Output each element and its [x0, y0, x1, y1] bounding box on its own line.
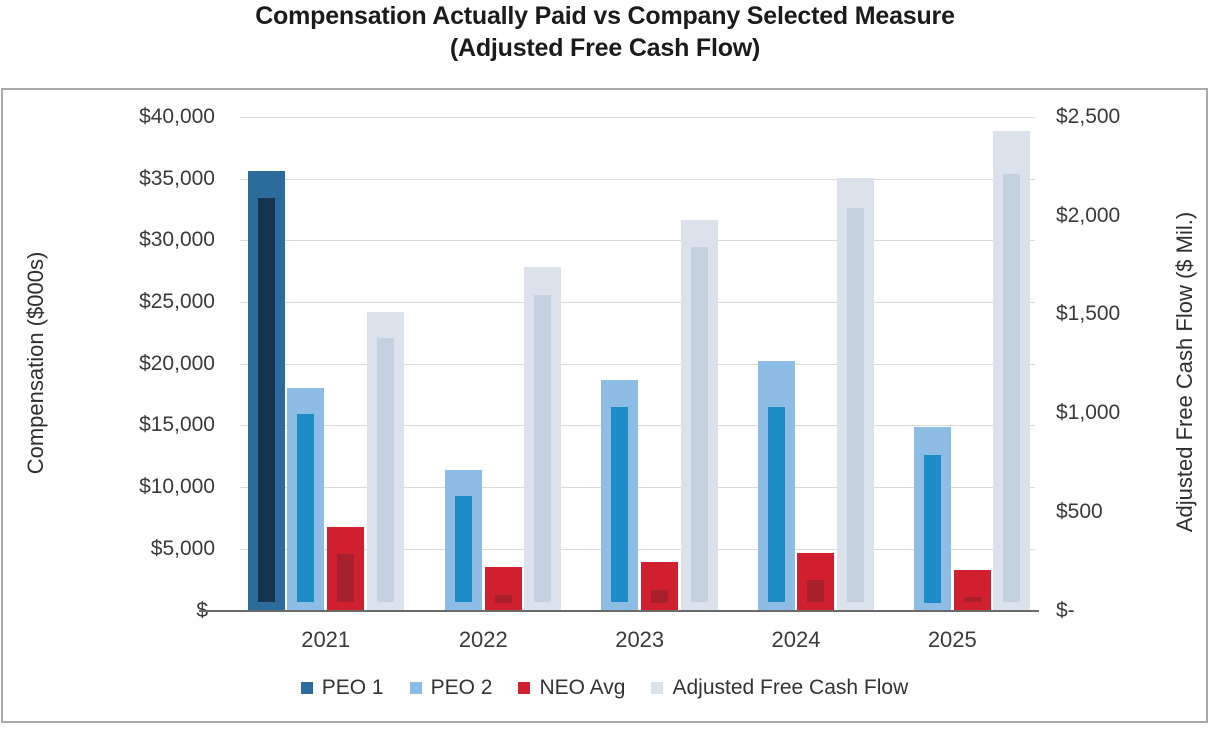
legend-label: PEO 2 [430, 676, 493, 699]
y-axis-tick-left: $10,000 [139, 475, 215, 499]
legend-item-peo-2: PEO 2 [409, 676, 493, 700]
x-axis-label: 2024 [771, 627, 821, 652]
gridline [240, 302, 1035, 304]
chart-title: Compensation Actually Paid vs Company Se… [0, 0, 1210, 64]
bar-neo-avg-2025 [953, 569, 991, 611]
chart-frame: Compensation ($000s) Adjusted Free Cash … [1, 88, 1208, 723]
y-axis-tick-right: $500 [1056, 499, 1103, 523]
y-axis-tick-right: $2,500 [1056, 105, 1121, 128]
y-axis-tick-left: $20,000 [139, 351, 215, 375]
bar-neo-avg-2023 [641, 562, 679, 611]
y-axis-tick-right: $2,000 [1056, 203, 1121, 227]
bar-inner-neo-avg-2025 [963, 596, 981, 603]
bar-neo-avg-2022 [484, 567, 522, 611]
x-axis-label: 2022 [458, 627, 508, 652]
y-axis-tick-left: $25,000 [139, 290, 215, 314]
bar-inner-adjusted-free-cash-flow-2022 [534, 294, 552, 603]
y-axis-tick-right: $- [1056, 598, 1075, 622]
chart-legend: PEO 1 PEO 2 NEO Avg Adjusted Free Cash Flow [3, 676, 1206, 700]
legend-marker-icon [409, 682, 422, 694]
x-axis-label: 2025 [927, 627, 977, 652]
bar-inner-adjusted-free-cash-flow-2025 [1003, 174, 1021, 603]
y-axis-tick-left: $40,000 [139, 105, 215, 128]
legend-item-adjusted-free-cash-flow: Adjusted Free Cash Flow [651, 676, 908, 700]
bar-inner-neo-avg-2024 [807, 579, 825, 603]
x-axis-label: 2021 [301, 627, 351, 652]
gridline [240, 178, 1035, 180]
y-axis-tick-right: $1,500 [1056, 302, 1121, 326]
x-axis-label: 2023 [615, 627, 665, 652]
legend-label: PEO 1 [321, 676, 384, 699]
gridline [240, 363, 1035, 365]
legend-item-peo-1: PEO 1 [300, 676, 384, 700]
bar-inner-neo-avg-2022 [494, 594, 512, 603]
legend-marker-icon [651, 682, 664, 694]
legend-item-neo-avg: NEO Avg [518, 676, 625, 700]
bar-inner-neo-avg-2023 [651, 589, 669, 603]
bar-inner-peo-2-2022 [454, 495, 472, 603]
chart-title-line-1: Compensation Actually Paid vs Company Se… [255, 2, 955, 30]
y-axis-tick-left: $15,000 [139, 413, 215, 437]
bar-inner-neo-avg-2021 [337, 553, 355, 603]
bar-inner-adjusted-free-cash-flow-2021 [376, 338, 394, 603]
bar-inner-peo-2-2024 [767, 406, 785, 603]
right-axis-title: Adjusted Free Cash Flow ($ Mil.) [1172, 211, 1197, 533]
legend-label: NEO Avg [539, 676, 626, 699]
gridline [240, 117, 1035, 118]
bar-inner-adjusted-free-cash-flow-2024 [847, 207, 864, 603]
bar-inner-peo-1-2021 [257, 198, 275, 603]
bar-inner-peo-2-2025 [923, 455, 941, 603]
y-axis-tick-left: $35,000 [139, 166, 215, 190]
legend-label: Adjusted Free Cash Flow [672, 676, 909, 699]
left-axis-title: Compensation ($000s) [23, 251, 48, 475]
gridline [240, 240, 1035, 242]
bar-inner-peo-2-2021 [297, 414, 315, 603]
y-axis-tick-right: $1,000 [1056, 401, 1121, 425]
chart-title-line-2: (Adjusted Free Cash Flow) [449, 34, 761, 62]
bar-inner-peo-2-2023 [611, 406, 629, 603]
y-axis-tick-left: $5,000 [150, 536, 215, 560]
legend-marker-icon [300, 682, 313, 694]
y-axis-tick-left: $30,000 [139, 228, 215, 252]
y-axis-tick-left: $- [196, 598, 215, 622]
x-axis-line [199, 609, 1039, 612]
legend-marker-icon [518, 682, 531, 694]
bar-inner-adjusted-free-cash-flow-2023 [690, 247, 708, 603]
